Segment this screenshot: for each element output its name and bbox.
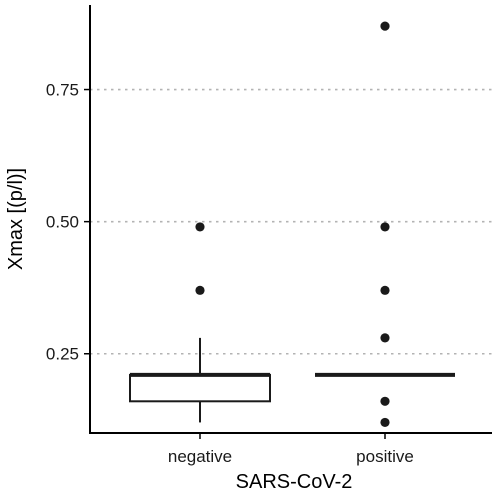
outlier-point: [380, 222, 390, 232]
outlier-points: [195, 21, 390, 428]
y-tick-label: 0.75: [46, 81, 79, 100]
outlier-point: [380, 333, 390, 343]
x-tick-label: negative: [168, 447, 232, 466]
x-axis-title: SARS-CoV-2: [236, 471, 353, 493]
outlier-point: [380, 21, 390, 31]
outlier-point: [195, 222, 205, 232]
boxes: [129, 337, 455, 423]
y-axis-ticks: 0.25 0.50 0.75: [46, 81, 90, 364]
y-axis-title: Xmax [(p/l)]: [5, 168, 27, 270]
x-tick-label: positive: [356, 447, 414, 466]
outlier-point: [380, 417, 390, 428]
outlier-point: [195, 285, 205, 295]
outlier-point: [380, 285, 390, 295]
y-tick-label: 0.25: [46, 345, 79, 364]
y-tick-label: 0.50: [46, 213, 79, 232]
outlier-point: [380, 396, 390, 406]
box-rect: [129, 373, 271, 403]
gridlines: [90, 88, 492, 355]
x-axis-ticks: negative positive: [168, 433, 414, 466]
